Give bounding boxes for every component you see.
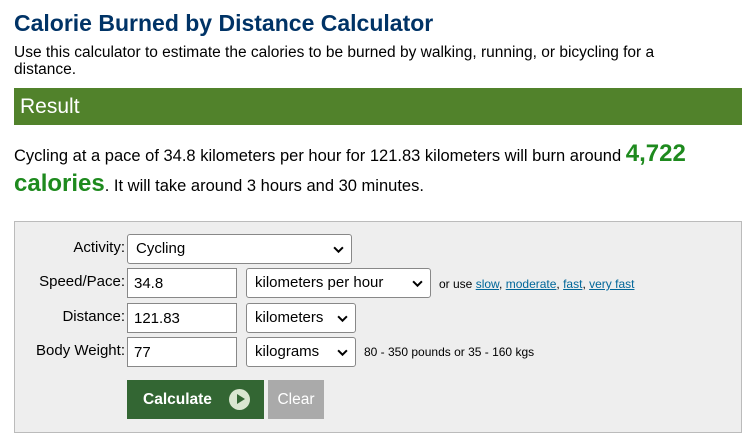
activity-select[interactable]: Cycling — [127, 234, 352, 264]
activity-label: Activity: — [73, 239, 125, 256]
or-use-text: or use — [439, 277, 473, 291]
calories-value: 4,722 — [625, 140, 686, 167]
calculate-button[interactable]: Calculate — [127, 380, 264, 419]
distance-input[interactable] — [127, 303, 237, 333]
calories-unit: calories — [14, 170, 105, 197]
speed-unit-select[interactable]: kilometers per hour — [246, 268, 431, 298]
pace-presets: or use slow, moderate, fast, very fast — [439, 277, 635, 291]
chevron-down-icon — [412, 280, 423, 288]
result-text-before: Cycling at a pace of 34.8 kilometers per… — [14, 147, 626, 165]
chevron-down-icon — [333, 246, 344, 254]
pace-link-moderate[interactable]: moderate — [505, 277, 557, 291]
distance-label: Distance: — [62, 308, 125, 325]
chevron-down-icon — [337, 315, 348, 323]
page-title: Calorie Burned by Distance Calculator — [14, 10, 434, 36]
speed-unit-selected: kilometers per hour — [255, 274, 384, 291]
weight-unit-select[interactable]: kilograms — [246, 337, 356, 367]
weight-input[interactable] — [127, 337, 237, 367]
calculate-label: Calculate — [143, 391, 212, 408]
clear-button[interactable]: Clear — [268, 380, 324, 419]
distance-unit-selected: kilometers — [255, 309, 324, 326]
result-text: Cycling at a pace of 34.8 kilometers per… — [14, 140, 744, 200]
pace-link-slow[interactable]: slow — [475, 277, 500, 291]
play-circle-icon — [229, 389, 250, 410]
result-header: Result — [14, 88, 742, 125]
pace-link-very-fast[interactable]: very fast — [589, 277, 635, 291]
weight-label: Body Weight: — [36, 342, 125, 359]
calculator-form: Activity: Cycling Speed/Pace: kilometers… — [14, 221, 742, 433]
result-text-after: . It will take around 3 hours and 30 min… — [104, 177, 424, 195]
weight-hint: 80 - 350 pounds or 35 - 160 kgs — [364, 345, 535, 359]
weight-unit-selected: kilograms — [255, 343, 320, 360]
speed-label: Speed/Pace: — [39, 273, 125, 290]
distance-unit-select[interactable]: kilometers — [246, 303, 356, 333]
chevron-down-icon — [337, 349, 348, 357]
intro-text: Use this calculator to estimate the calo… — [14, 44, 655, 78]
pace-link-fast[interactable]: fast — [563, 277, 583, 291]
speed-input[interactable] — [127, 268, 237, 298]
activity-selected: Cycling — [136, 240, 186, 257]
